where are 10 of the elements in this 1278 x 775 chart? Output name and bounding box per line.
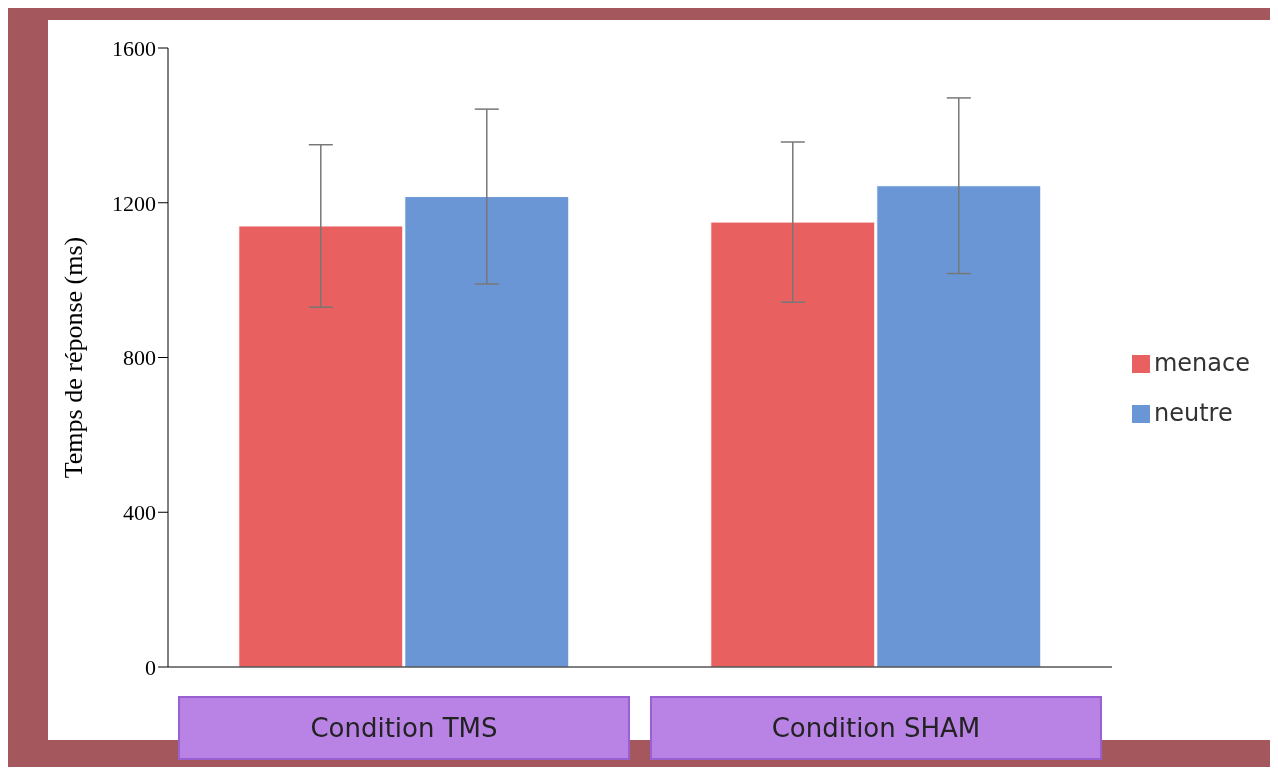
legend-label: menace (1153, 348, 1250, 377)
y-tick-label: 400 (123, 500, 156, 526)
y-tick-label: 0 (145, 654, 156, 680)
legend-label: neutre (1153, 398, 1233, 427)
x-tick-label: Condition TMS (310, 713, 498, 743)
y-tick-label: 800 (123, 345, 156, 371)
x-tick-label: Condition SHAM (771, 713, 981, 743)
y-axis-title: Temps de réponse (ms) (59, 236, 89, 479)
y-tick-label: 1200 (112, 190, 156, 216)
y-tick-label: 1600 (112, 35, 156, 61)
